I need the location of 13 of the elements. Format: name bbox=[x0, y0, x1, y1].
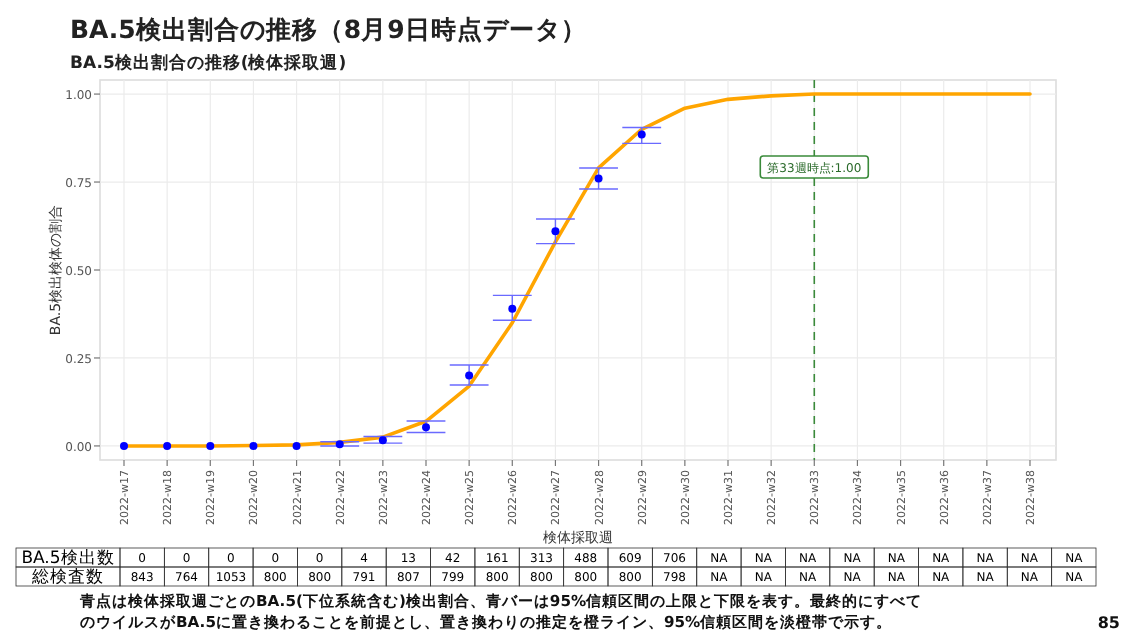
text: 85 bbox=[1097, 614, 1121, 632]
point bbox=[249, 441, 258, 450]
point bbox=[163, 441, 172, 450]
chart-subtitle: BA.5検出割合の推移(検体採取週) bbox=[70, 52, 347, 74]
point bbox=[206, 441, 215, 450]
point bbox=[465, 371, 474, 380]
point bbox=[551, 227, 560, 236]
point bbox=[508, 304, 517, 313]
chart-title: BA.5検出割合の推移（8月9日時点データ） bbox=[70, 14, 587, 44]
point bbox=[292, 441, 301, 450]
point bbox=[594, 174, 603, 183]
point bbox=[120, 441, 128, 450]
point bbox=[637, 130, 646, 139]
